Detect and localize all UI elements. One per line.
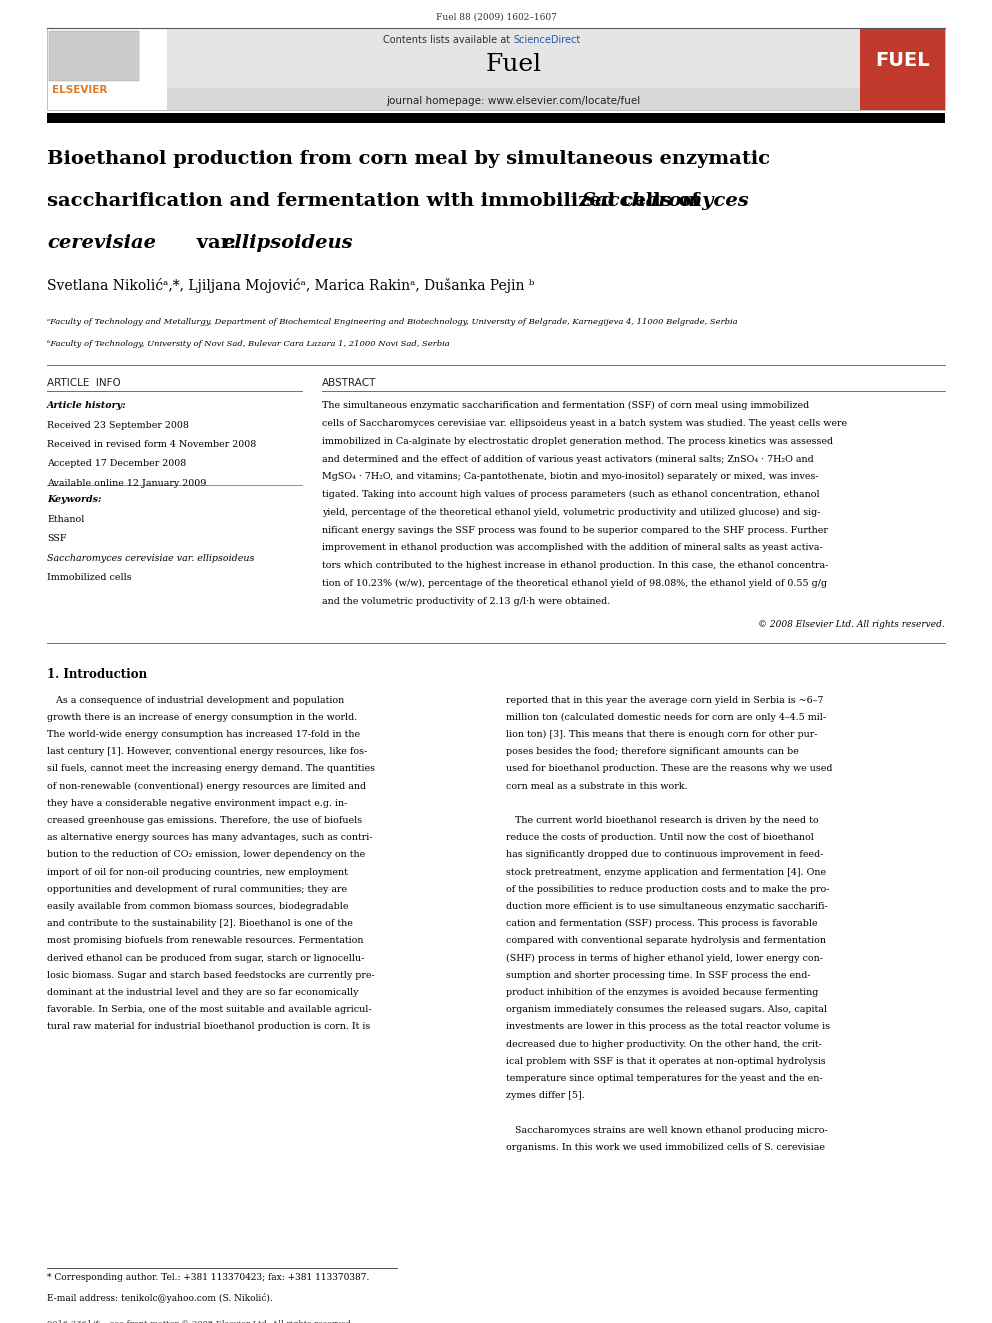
- Text: tigated. Taking into account high values of process parameters (such as ethanol : tigated. Taking into account high values…: [322, 490, 819, 499]
- Text: ical problem with SSF is that it operates at non-optimal hydrolysis: ical problem with SSF is that it operate…: [506, 1057, 825, 1066]
- Text: var.: var.: [190, 234, 243, 251]
- Text: Bioethanol production from corn meal by simultaneous enzymatic: Bioethanol production from corn meal by …: [47, 149, 770, 168]
- Text: derived ethanol can be produced from sugar, starch or lignocellu-: derived ethanol can be produced from sug…: [47, 954, 364, 963]
- Text: import of oil for non-oil producing countries, new employment: import of oil for non-oil producing coun…: [47, 868, 348, 877]
- Text: dominant at the industrial level and they are so far economically: dominant at the industrial level and the…: [47, 988, 358, 998]
- Text: investments are lower in this process as the total reactor volume is: investments are lower in this process as…: [506, 1023, 830, 1032]
- Text: ellipsoideus: ellipsoideus: [222, 234, 352, 251]
- Text: ABSTRACT: ABSTRACT: [322, 378, 376, 388]
- Text: compared with conventional separate hydrolysis and fermentation: compared with conventional separate hydr…: [506, 937, 826, 946]
- Text: growth there is an increase of energy consumption in the world.: growth there is an increase of energy co…: [47, 713, 357, 722]
- Text: yield, percentage of the theoretical ethanol yield, volumetric productivity and : yield, percentage of the theoretical eth…: [322, 508, 820, 517]
- Text: poses besides the food; therefore significant amounts can be: poses besides the food; therefore signif…: [506, 747, 799, 757]
- Text: MgSO₄ · 7H₂O, and vitamins; Ca-pantothenate, biotin and myo-inositol) separately: MgSO₄ · 7H₂O, and vitamins; Ca-pantothen…: [322, 472, 818, 482]
- Text: Article history:: Article history:: [47, 401, 127, 410]
- Text: of non-renewable (conventional) energy resources are limited and: of non-renewable (conventional) energy r…: [47, 782, 366, 791]
- Text: nificant energy savings the SSF process was found to be superior compared to the: nificant energy savings the SSF process …: [322, 525, 828, 534]
- Text: © 2008 Elsevier Ltd. All rights reserved.: © 2008 Elsevier Ltd. All rights reserved…: [758, 619, 945, 628]
- Text: cerevisiae: cerevisiae: [47, 234, 156, 251]
- Text: opportunities and development of rural communities; they are: opportunities and development of rural c…: [47, 885, 347, 894]
- Text: bution to the reduction of CO₂ emission, lower dependency on the: bution to the reduction of CO₂ emission,…: [47, 851, 365, 860]
- Text: The current world bioethanol research is driven by the need to: The current world bioethanol research is…: [506, 816, 818, 826]
- Text: Keywords:: Keywords:: [47, 495, 101, 504]
- Text: journal homepage: www.elsevier.com/locate/fuel: journal homepage: www.elsevier.com/locat…: [386, 97, 641, 106]
- Text: ELSEVIER: ELSEVIER: [52, 85, 107, 95]
- Text: they have a considerable negative environment impact e.g. in-: they have a considerable negative enviro…: [47, 799, 347, 808]
- Text: Immobilized cells: Immobilized cells: [47, 573, 132, 582]
- Text: corn meal as a substrate in this work.: corn meal as a substrate in this work.: [506, 782, 687, 791]
- Text: and determined and the effect of addition of various yeast activators (mineral s: and determined and the effect of additio…: [322, 454, 813, 463]
- FancyBboxPatch shape: [47, 28, 167, 110]
- Text: losic biomass. Sugar and starch based feedstocks are currently pre-: losic biomass. Sugar and starch based fe…: [47, 971, 375, 980]
- Text: and contribute to the sustainability [2]. Bioethanol is one of the: and contribute to the sustainability [2]…: [47, 919, 353, 929]
- Text: temperature since optimal temperatures for the yeast and the en-: temperature since optimal temperatures f…: [506, 1074, 822, 1084]
- Text: Saccharomyces strains are well known ethanol producing micro-: Saccharomyces strains are well known eth…: [506, 1126, 827, 1135]
- Text: ARTICLE  INFO: ARTICLE INFO: [47, 378, 121, 388]
- Text: The world-wide energy consumption has increased 17-fold in the: The world-wide energy consumption has in…: [47, 730, 360, 740]
- Text: Saccharomyces: Saccharomyces: [582, 192, 750, 210]
- Text: immobilized in Ca-alginate by electrostatic droplet generation method. The proce: immobilized in Ca-alginate by electrosta…: [322, 437, 833, 446]
- Text: * Corresponding author. Tel.: +381 113370423; fax: +381 113370387.: * Corresponding author. Tel.: +381 11337…: [47, 1273, 369, 1282]
- Text: Received in revised form 4 November 2008: Received in revised form 4 November 2008: [47, 441, 256, 448]
- Text: most promising biofuels from renewable resources. Fermentation: most promising biofuels from renewable r…: [47, 937, 363, 946]
- Text: Saccharomyces cerevisiae var. ellipsoideus: Saccharomyces cerevisiae var. ellipsoide…: [47, 553, 254, 562]
- Text: saccharification and fermentation with immobilized cells of: saccharification and fermentation with i…: [47, 192, 706, 210]
- Text: stock pretreatment, enzyme application and fermentation [4]. One: stock pretreatment, enzyme application a…: [506, 868, 826, 877]
- Text: and the volumetric productivity of 2.13 g/l·h were obtained.: and the volumetric productivity of 2.13 …: [322, 597, 610, 606]
- Text: lion ton) [3]. This means that there is enough corn for other pur-: lion ton) [3]. This means that there is …: [506, 730, 817, 740]
- Text: Ethanol: Ethanol: [47, 515, 84, 524]
- FancyBboxPatch shape: [860, 28, 945, 110]
- FancyBboxPatch shape: [167, 28, 860, 110]
- Text: Svetlana Nikolićᵃ,*, Ljiljana Mojovićᵃ, Marica Rakinᵃ, Dušanka Pejin ᵇ: Svetlana Nikolićᵃ,*, Ljiljana Mojovićᵃ, …: [47, 278, 535, 292]
- Text: 0016-2361/$ – see front matter © 2008 Elsevier Ltd. All rights reserved.: 0016-2361/$ – see front matter © 2008 El…: [47, 1320, 353, 1323]
- Text: reported that in this year the average corn yield in Serbia is ~6–7: reported that in this year the average c…: [506, 696, 823, 705]
- Text: Fuel 88 (2009) 1602–1607: Fuel 88 (2009) 1602–1607: [435, 13, 557, 22]
- Text: The simultaneous enzymatic saccharification and fermentation (SSF) of corn meal : The simultaneous enzymatic saccharificat…: [322, 401, 809, 410]
- Text: zymes differ [5].: zymes differ [5].: [506, 1091, 584, 1101]
- FancyBboxPatch shape: [167, 89, 860, 110]
- Text: ᵇFaculty of Technology, University of Novi Sad, Bulevar Cara Lazara 1, 21000 Nov: ᵇFaculty of Technology, University of No…: [47, 340, 449, 348]
- Text: As a consequence of industrial development and population: As a consequence of industrial developme…: [47, 696, 344, 705]
- Text: (SHF) process in terms of higher ethanol yield, lower energy con-: (SHF) process in terms of higher ethanol…: [506, 954, 823, 963]
- Text: product inhibition of the enzymes is avoided because fermenting: product inhibition of the enzymes is avo…: [506, 988, 818, 998]
- Text: organism immediately consumes the released sugars. Also, capital: organism immediately consumes the releas…: [506, 1005, 827, 1015]
- Text: creased greenhouse gas emissions. Therefore, the use of biofuels: creased greenhouse gas emissions. Theref…: [47, 816, 362, 826]
- Text: Available online 12 January 2009: Available online 12 January 2009: [47, 479, 206, 488]
- Text: cation and fermentation (SSF) process. This process is favorable: cation and fermentation (SSF) process. T…: [506, 919, 817, 929]
- Text: ScienceDirect: ScienceDirect: [514, 34, 580, 45]
- Text: duction more efficient is to use simultaneous enzymatic saccharifi-: duction more efficient is to use simulta…: [506, 902, 827, 912]
- Text: tors which contributed to the highest increase in ethanol production. In this ca: tors which contributed to the highest in…: [322, 561, 828, 570]
- Text: organisms. In this work we used immobilized cells of S. cerevisiae: organisms. In this work we used immobili…: [506, 1143, 825, 1152]
- Text: sil fuels, cannot meet the increasing energy demand. The quantities: sil fuels, cannot meet the increasing en…: [47, 765, 375, 774]
- Text: improvement in ethanol production was accomplished with the addition of mineral : improvement in ethanol production was ac…: [322, 544, 822, 553]
- Text: easily available from common biomass sources, biodegradable: easily available from common biomass sou…: [47, 902, 348, 912]
- Text: tion of 10.23% (w/w), percentage of the theoretical ethanol yield of 98.08%, the: tion of 10.23% (w/w), percentage of the …: [322, 579, 827, 589]
- Text: cells of Saccharomyces cerevisiae var. ellipsoideus yeast in a batch system was : cells of Saccharomyces cerevisiae var. e…: [322, 419, 847, 427]
- Text: million ton (calculated domestic needs for corn are only 4–4.5 mil-: million ton (calculated domestic needs f…: [506, 713, 826, 722]
- Text: decreased due to higher productivity. On the other hand, the crit-: decreased due to higher productivity. On…: [506, 1040, 822, 1049]
- Text: as alternative energy sources has many advantages, such as contri-: as alternative energy sources has many a…: [47, 833, 373, 843]
- Text: Accepted 17 December 2008: Accepted 17 December 2008: [47, 459, 186, 468]
- Text: Fuel: Fuel: [485, 53, 542, 75]
- Text: last century [1]. However, conventional energy resources, like fos-: last century [1]. However, conventional …: [47, 747, 367, 757]
- Text: FUEL: FUEL: [875, 52, 930, 70]
- Text: sumption and shorter processing time. In SSF process the end-: sumption and shorter processing time. In…: [506, 971, 810, 980]
- Text: SSF: SSF: [47, 534, 66, 542]
- FancyBboxPatch shape: [49, 30, 139, 81]
- Text: has significantly dropped due to continuous improvement in feed-: has significantly dropped due to continu…: [506, 851, 823, 860]
- Text: Received 23 September 2008: Received 23 September 2008: [47, 421, 188, 430]
- Text: reduce the costs of production. Until now the cost of bioethanol: reduce the costs of production. Until no…: [506, 833, 813, 843]
- Text: ᵃFaculty of Technology and Metallurgy, Department of Biochemical Engineering and: ᵃFaculty of Technology and Metallurgy, D…: [47, 318, 738, 325]
- Text: of the possibilities to reduce production costs and to make the pro-: of the possibilities to reduce productio…: [506, 885, 829, 894]
- Text: 1. Introduction: 1. Introduction: [47, 668, 147, 680]
- Text: Contents lists available at: Contents lists available at: [383, 34, 514, 45]
- Text: E-mail address: tenikolc@yahoo.com (S. Nikolić).: E-mail address: tenikolc@yahoo.com (S. N…: [47, 1293, 273, 1303]
- FancyBboxPatch shape: [47, 112, 945, 123]
- Text: used for bioethanol production. These are the reasons why we used: used for bioethanol production. These ar…: [506, 765, 832, 774]
- Text: tural raw material for industrial bioethanol production is corn. It is: tural raw material for industrial bioeth…: [47, 1023, 370, 1032]
- Text: favorable. In Serbia, one of the most suitable and available agricul-: favorable. In Serbia, one of the most su…: [47, 1005, 372, 1015]
